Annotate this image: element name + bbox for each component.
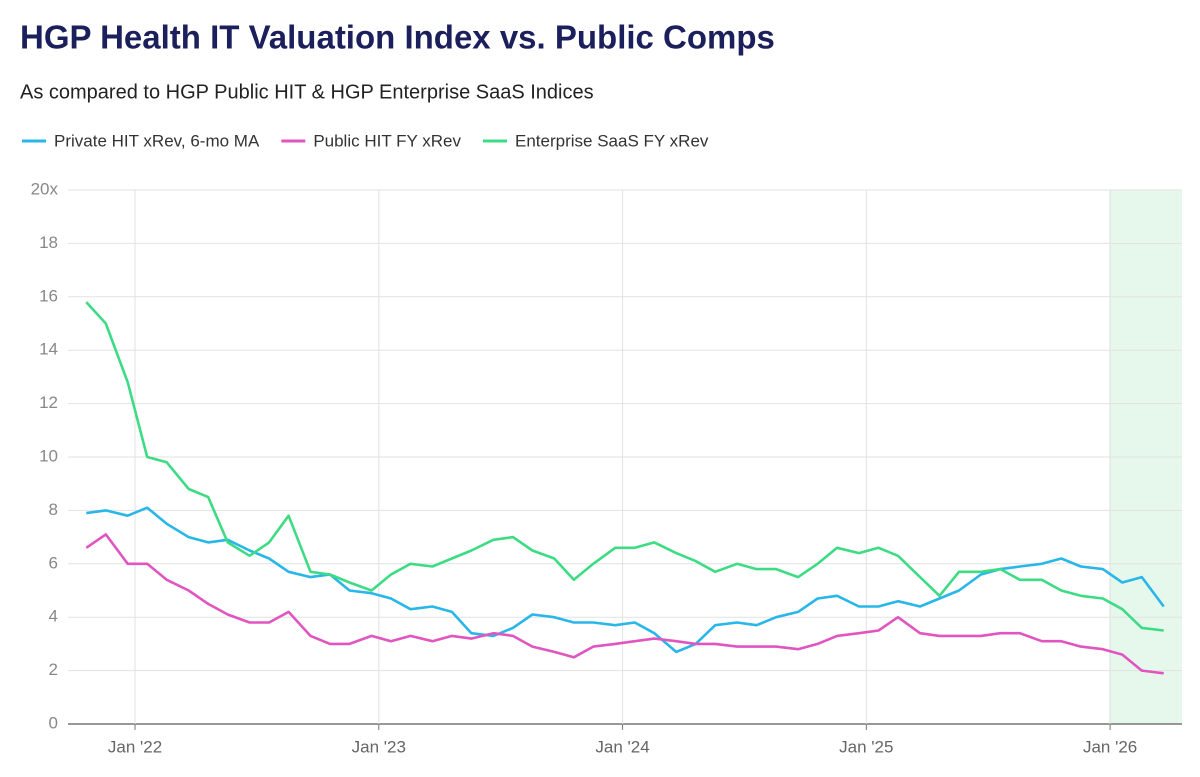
legend-label: Enterprise SaaS FY xRev: [515, 131, 709, 150]
chart-subtitle: As compared to HGP Public HIT & HGP Ente…: [20, 81, 594, 103]
legend-label: Private HIT xRev, 6-mo MA: [54, 131, 260, 150]
x-tick-label: Jan '22: [108, 737, 162, 756]
series-line: [85, 301, 1164, 632]
legend-label: Public HIT FY xRev: [313, 131, 461, 150]
x-tick-label: Jan '25: [839, 737, 893, 756]
series-line: [85, 533, 1164, 675]
x-tick-label: Jan '23: [352, 737, 406, 756]
y-tick-label: 18: [39, 233, 58, 252]
y-tick-label: 6: [49, 553, 58, 572]
chart-title: HGP Health IT Valuation Index vs. Public…: [20, 19, 775, 56]
y-tick-label: 14: [39, 340, 58, 359]
y-tick-label: 8: [49, 500, 58, 519]
y-tick-label: 20x: [31, 179, 59, 198]
x-tick-label: Jan '26: [1083, 737, 1137, 756]
y-tick-label: 2: [49, 660, 58, 679]
y-tick-label: 12: [39, 393, 58, 412]
series-line: [86, 506, 1165, 654]
y-tick-label: 10: [39, 446, 58, 465]
y-tick-label: 4: [49, 607, 58, 626]
y-tick-label: 0: [49, 713, 58, 732]
x-tick-label: Jan '24: [595, 737, 649, 756]
y-tick-label: 16: [39, 286, 58, 305]
